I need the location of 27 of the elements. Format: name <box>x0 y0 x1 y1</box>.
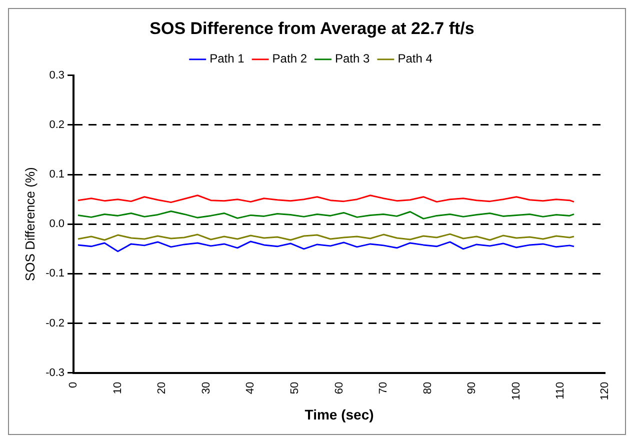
x-tick-label: 70 <box>378 382 390 394</box>
x-tick-label: 90 <box>466 382 478 394</box>
y-axis-title: SOS Difference (%) <box>22 167 38 282</box>
legend-label: Path 3 <box>335 52 370 66</box>
x-tick-label: 40 <box>244 382 257 394</box>
x-tick-label: 100 <box>510 382 522 400</box>
x-tick-label: 80 <box>422 382 434 394</box>
x-tick-label: 120 <box>599 382 612 400</box>
legend-label: Path 4 <box>398 52 433 66</box>
x-tick-label: 60 <box>333 382 346 394</box>
y-tick-label: -0.1 <box>46 268 65 280</box>
x-tick-label: 50 <box>289 382 302 394</box>
y-tick-label: 0.2 <box>49 119 65 132</box>
y-tick-label: 0.0 <box>49 218 65 230</box>
y-tick-label: 0.1 <box>49 168 65 181</box>
y-tick-label: -0.2 <box>46 317 65 330</box>
legend-label: Path 1 <box>210 52 245 66</box>
x-tick-label: 30 <box>200 382 212 394</box>
chart-title: SOS Difference from Average at 22.7 ft/s <box>150 18 474 38</box>
x-tick-label: 10 <box>112 382 124 394</box>
y-tick-label: 0.3 <box>49 69 65 82</box>
y-tick-label: -0.3 <box>46 366 65 379</box>
x-tick-label: 20 <box>156 382 168 394</box>
legend-label: Path 2 <box>272 52 308 66</box>
x-axis-title: Time (sec) <box>304 406 374 422</box>
x-tick-label: 110 <box>554 382 567 400</box>
x-tick-label: 0 <box>68 382 80 388</box>
